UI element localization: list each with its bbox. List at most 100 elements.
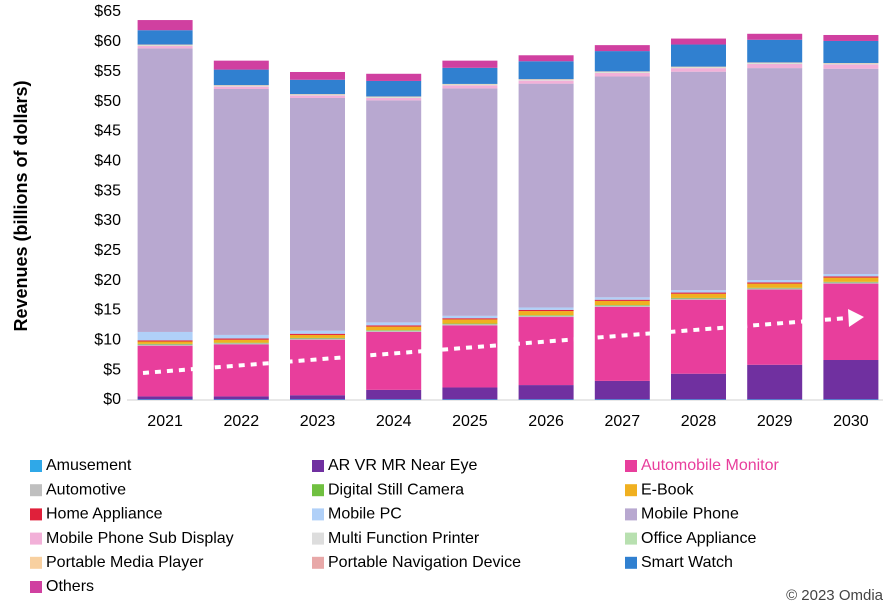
bar-segment <box>671 68 726 72</box>
bar-segment <box>823 68 879 275</box>
x-tick-label: 2029 <box>757 413 793 430</box>
y-tick-label: $50 <box>94 93 121 110</box>
bar-segment <box>137 396 193 400</box>
legend-swatch <box>625 484 637 497</box>
bar-segment <box>518 399 574 400</box>
bar-segment <box>747 39 803 63</box>
bar-segment <box>366 100 422 323</box>
bar-segment <box>290 399 345 400</box>
legend-label: Portable Navigation Device <box>328 554 521 571</box>
bar-segment <box>290 95 345 98</box>
bar-segment <box>823 276 879 278</box>
bar-segment <box>594 305 650 307</box>
bar-segment <box>518 315 574 316</box>
bar-segment <box>366 322 422 326</box>
bar-segment <box>594 76 650 298</box>
bar-segment <box>518 83 574 308</box>
x-tick-label: 2026 <box>528 413 564 430</box>
bar-segment <box>290 94 345 96</box>
bar-segment <box>213 342 269 344</box>
x-tick-label: 2025 <box>452 413 488 430</box>
bar-segment <box>823 360 879 400</box>
y-axis-label: Revenues (billions of dollars) <box>11 80 31 331</box>
bar-segment <box>594 72 650 73</box>
bar-segment <box>137 30 193 45</box>
bar-segment <box>366 389 422 400</box>
bar-segment <box>747 287 803 289</box>
bar-segment <box>747 282 803 284</box>
bar-segment <box>366 97 422 101</box>
bar-segment <box>747 399 803 400</box>
legend-swatch <box>625 532 637 545</box>
y-tick-label: $10 <box>94 332 121 349</box>
y-tick-label: $25 <box>94 242 121 259</box>
legend-label: Amusement <box>46 457 132 474</box>
bar-segment <box>747 283 803 288</box>
bar-segment <box>518 309 574 312</box>
bar-segment <box>137 344 193 346</box>
legend-label: Office Appliance <box>641 530 756 547</box>
bar-segment <box>823 64 879 69</box>
bar-segment <box>518 317 574 386</box>
bar-segment <box>290 71 345 80</box>
bar-segment <box>442 318 498 320</box>
legend-swatch <box>312 532 324 545</box>
bar-segment <box>671 292 726 294</box>
bar-segment <box>594 299 650 301</box>
legend-swatch <box>30 581 42 593</box>
legend-label: AR VR MR Near Eye <box>328 457 477 474</box>
bar-segment <box>137 399 193 400</box>
bar-segment <box>747 33 803 40</box>
y-tick-label: $40 <box>94 152 121 169</box>
legend-swatch <box>312 508 324 521</box>
bar-segment <box>442 319 498 324</box>
legend-swatch <box>625 460 637 472</box>
bar-segment <box>518 315 574 318</box>
bar-segment <box>518 311 574 316</box>
bar-segment <box>442 387 498 400</box>
bar-segment <box>747 63 803 64</box>
bar-segment <box>366 325 422 327</box>
bar-segment <box>671 71 726 291</box>
bar-segment <box>137 45 193 47</box>
bar-segment <box>671 67 726 69</box>
legend-label: Portable Media Player <box>46 554 204 571</box>
bar-segment <box>671 399 726 400</box>
legend-label: E-Book <box>641 481 694 498</box>
bar-segment <box>442 67 498 84</box>
bar-segment <box>671 299 726 374</box>
legend-label: Mobile PC <box>328 506 402 523</box>
bar-segment <box>594 306 650 381</box>
x-tick-label: 2030 <box>833 413 869 430</box>
bar-segment <box>594 399 650 400</box>
bar-segment <box>213 334 269 339</box>
bar-segment <box>747 288 803 290</box>
legend-swatch <box>312 460 324 472</box>
bar-segment <box>213 399 269 400</box>
x-tick-label: 2022 <box>224 413 260 430</box>
bar-segment <box>213 86 269 87</box>
bar-segment <box>747 63 803 69</box>
legend-swatch <box>30 460 42 472</box>
bar-segment <box>442 399 498 400</box>
copyright: © 2023 Omdia <box>786 587 883 602</box>
bar-segment <box>137 343 193 345</box>
y-tick-label: $5 <box>103 361 121 378</box>
legend-swatch <box>312 556 324 569</box>
bar-segment <box>671 293 726 298</box>
bar-segment <box>213 344 269 397</box>
bar-segment <box>594 380 650 400</box>
bar-segment <box>137 340 193 342</box>
y-tick-label: $15 <box>94 302 121 319</box>
bar-segment <box>442 324 498 326</box>
bar-segment <box>823 40 879 64</box>
x-tick-label: 2023 <box>300 413 336 430</box>
bar-segment <box>290 337 345 339</box>
y-tick-label: $0 <box>103 391 121 408</box>
legend-swatch <box>625 508 637 521</box>
bar-segment <box>137 331 193 341</box>
legend-swatch <box>312 484 324 497</box>
legend-label: Others <box>46 578 94 595</box>
bar-segment <box>290 338 345 340</box>
legend-swatch <box>30 484 42 497</box>
